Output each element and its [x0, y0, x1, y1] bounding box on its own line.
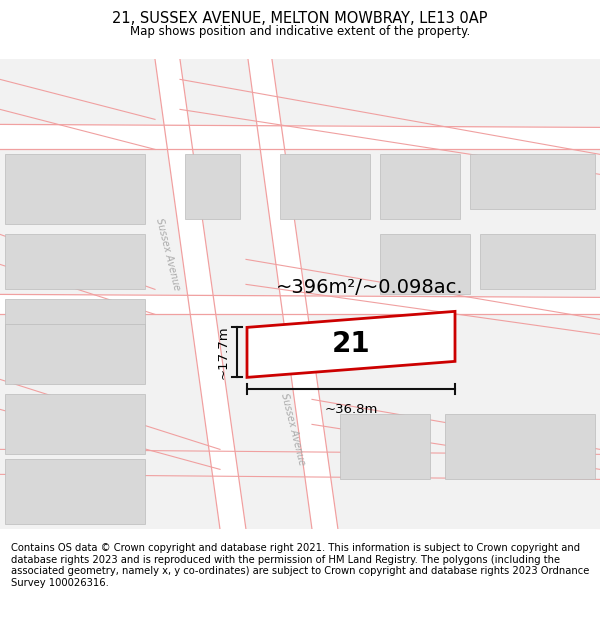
Text: Contains OS data © Crown copyright and database right 2021. This information is : Contains OS data © Crown copyright and d…: [11, 543, 589, 588]
Polygon shape: [155, 59, 246, 529]
Polygon shape: [248, 59, 338, 529]
Bar: [380, 154, 460, 219]
Bar: [5, 299, 145, 359]
Bar: [5, 459, 145, 524]
Text: Sussex Avenue: Sussex Avenue: [154, 217, 182, 291]
Text: ~17.7m: ~17.7m: [217, 326, 229, 379]
Text: 21, SUSSEX AVENUE, MELTON MOWBRAY, LE13 0AP: 21, SUSSEX AVENUE, MELTON MOWBRAY, LE13 …: [112, 11, 488, 26]
Bar: [5, 324, 145, 384]
Bar: [340, 414, 430, 479]
Bar: [5, 394, 145, 454]
Text: Map shows position and indicative extent of the property.: Map shows position and indicative extent…: [130, 24, 470, 38]
Bar: [5, 234, 145, 289]
Text: ~396m²/~0.098ac.: ~396m²/~0.098ac.: [276, 278, 464, 297]
Polygon shape: [0, 124, 600, 149]
Bar: [380, 234, 470, 294]
Bar: [280, 154, 370, 219]
Bar: [185, 154, 240, 219]
Polygon shape: [247, 311, 455, 378]
Polygon shape: [0, 294, 600, 314]
Text: ~36.8m: ~36.8m: [325, 403, 377, 416]
Bar: [5, 154, 145, 224]
Bar: [470, 154, 595, 209]
Text: 21: 21: [332, 331, 370, 358]
Bar: [480, 234, 595, 289]
Bar: [445, 414, 595, 479]
Text: Sussex Avenue: Sussex Avenue: [279, 392, 307, 466]
